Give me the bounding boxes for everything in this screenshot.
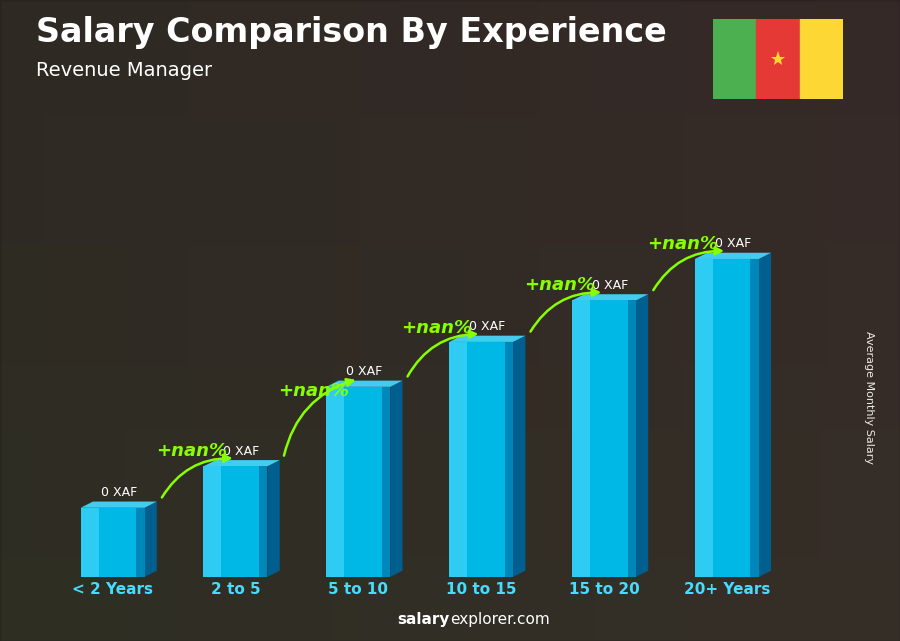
Bar [751, 259, 759, 577]
Polygon shape [391, 381, 402, 577]
Polygon shape [327, 381, 402, 387]
Bar [627, 301, 636, 577]
Text: 0 XAF: 0 XAF [469, 320, 506, 333]
Polygon shape [572, 294, 648, 301]
Text: Average Monthly Salary: Average Monthly Salary [863, 331, 874, 464]
Polygon shape [759, 253, 771, 577]
Text: +nan%: +nan% [401, 319, 473, 337]
Polygon shape [695, 253, 771, 259]
Text: 0 XAF: 0 XAF [592, 279, 628, 292]
Text: 0 XAF: 0 XAF [223, 445, 260, 458]
Bar [327, 387, 391, 577]
Bar [695, 259, 713, 577]
Text: explorer.com: explorer.com [450, 612, 550, 627]
Text: +nan%: +nan% [279, 381, 349, 399]
Bar [81, 508, 98, 577]
Text: 0 XAF: 0 XAF [101, 486, 137, 499]
Polygon shape [203, 460, 280, 466]
Text: Revenue Manager: Revenue Manager [36, 61, 212, 80]
Bar [505, 342, 513, 577]
Bar [136, 508, 145, 577]
Polygon shape [145, 501, 157, 577]
Text: Salary Comparison By Experience: Salary Comparison By Experience [36, 16, 667, 49]
Bar [382, 387, 391, 577]
Polygon shape [636, 294, 648, 577]
Polygon shape [267, 460, 280, 577]
Bar [713, 19, 756, 99]
Text: 0 XAF: 0 XAF [346, 365, 382, 378]
Bar [756, 19, 800, 99]
Bar [800, 19, 843, 99]
Text: salary: salary [398, 612, 450, 627]
Text: +nan%: +nan% [156, 442, 227, 460]
Polygon shape [449, 336, 526, 342]
Bar [327, 387, 344, 577]
Polygon shape [81, 501, 157, 508]
Text: +nan%: +nan% [647, 235, 718, 253]
Bar [449, 342, 467, 577]
Bar [572, 301, 590, 577]
Bar [81, 508, 145, 577]
Bar [203, 466, 267, 577]
Bar [259, 466, 267, 577]
Bar [203, 466, 221, 577]
Polygon shape [513, 336, 526, 577]
Bar [449, 342, 513, 577]
Bar [695, 259, 759, 577]
Bar [572, 301, 636, 577]
Text: +nan%: +nan% [525, 276, 595, 294]
Text: 0 XAF: 0 XAF [715, 237, 752, 251]
